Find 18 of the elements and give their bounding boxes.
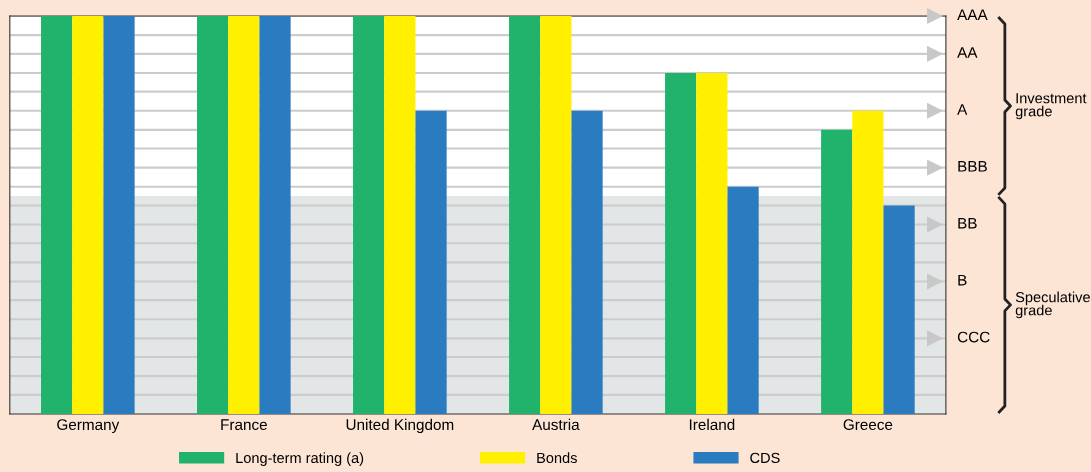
x-tick-label: Germany — [57, 419, 120, 434]
ref-line-label: AAA — [957, 9, 988, 20]
ref-line-label: B — [958, 274, 967, 286]
ref-line-label: BBB — [958, 161, 987, 172]
ref-line-label: BB — [958, 217, 977, 229]
text: Speculative grade — [1015, 291, 1090, 319]
x-tick-label: Ireland — [689, 418, 735, 431]
x-tick-label: United Kingdom — [346, 418, 454, 434]
legend-label: Bonds — [537, 452, 577, 464]
ref-line-label: A — [957, 104, 968, 115]
x-tick-label: France — [221, 419, 267, 431]
x-tick-label: Greece — [843, 419, 893, 431]
legend-label: Long-term rating (a) — [236, 452, 364, 466]
text: Investment grade — [1015, 93, 1087, 120]
x-tick-label: Austria — [532, 418, 580, 431]
ref-line-label: AA — [957, 47, 978, 58]
legend-label: CDS — [750, 452, 780, 464]
ref-line-label: CCC — [957, 331, 990, 343]
